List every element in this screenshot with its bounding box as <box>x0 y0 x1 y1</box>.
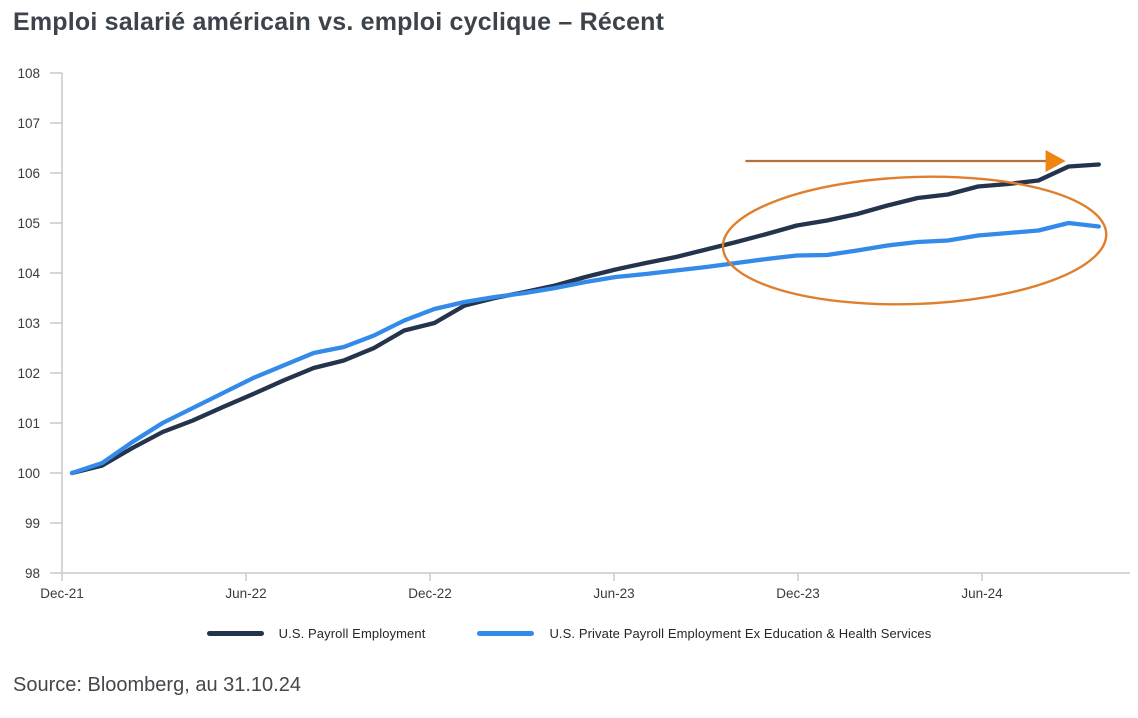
x-tick-label: Dec-22 <box>408 586 452 601</box>
x-tick-label: Jun-23 <box>593 586 634 601</box>
chart-title: Emploi salarié américain vs. emploi cycl… <box>13 8 665 36</box>
legend-line-swatch-blue <box>477 631 535 636</box>
annotation-arrow-head <box>1045 150 1066 172</box>
y-tick-label: 99 <box>25 516 40 531</box>
source-note: Source: Bloomberg, au 31.10.24 <box>13 674 301 696</box>
y-tick-label: 104 <box>17 266 40 281</box>
y-tick-label: 105 <box>17 216 40 231</box>
legend-line-swatch-navy <box>206 631 264 636</box>
y-tick-label: 101 <box>17 416 40 431</box>
x-tick-label: Jun-24 <box>961 586 1003 601</box>
legend-item-private-ex-edu-health: U.S. Private Payroll Employment Ex Educa… <box>477 626 931 641</box>
y-tick-label: 106 <box>17 166 40 181</box>
series-line-0 <box>69 162 1101 476</box>
y-tick-label: 107 <box>17 116 40 131</box>
y-tick-label: 100 <box>17 466 40 481</box>
chart-legend: U.S. Payroll Employment U.S. Private Pay… <box>30 626 1108 641</box>
x-tick-label: Dec-23 <box>776 586 820 601</box>
y-tick-label: 102 <box>17 366 40 381</box>
y-tick-label: 98 <box>25 566 40 581</box>
y-tick-label: 103 <box>17 316 40 331</box>
legend-label-payroll: U.S. Payroll Employment <box>278 626 426 641</box>
legend-item-payroll: U.S. Payroll Employment <box>206 626 426 641</box>
x-tick-label: Dec-21 <box>40 586 84 601</box>
series-line-1 <box>69 220 1101 476</box>
y-tick-label: 108 <box>17 66 40 81</box>
chart-svg: 98 99 100 101 102 103 104 105 106 107 108 Dec-21 Jun… <box>17 66 1130 601</box>
annotation-ellipse <box>721 175 1108 306</box>
x-tick-label: Jun-22 <box>225 586 266 601</box>
legend-label-private-ex-edu-health: U.S. Private Payroll Employment Ex Educa… <box>549 626 932 641</box>
